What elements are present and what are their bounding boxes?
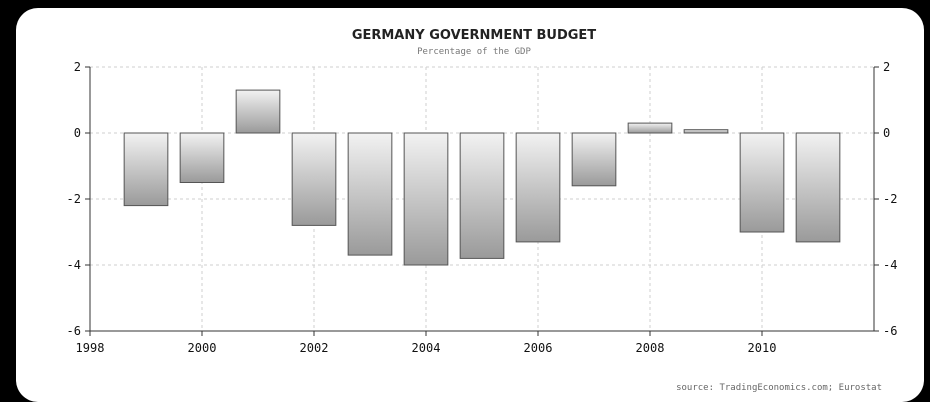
x-tick-label: 2006 [524,341,553,355]
y-tick-label-left: 2 [74,60,81,74]
x-tick-label: 2004 [412,341,441,355]
x-tick-label: 2010 [748,341,777,355]
y-tick-label-right: -6 [883,324,897,338]
bar-2004 [403,132,449,266]
source-note: source: TradingEconomics.com; Eurostat [676,383,882,393]
axes [85,66,879,336]
y-tick-label-right: 0 [883,126,890,140]
x-tick-label: 2000 [188,341,217,355]
y-tick-label-left: 0 [74,126,81,140]
y-tick-label-left: -2 [67,192,81,206]
y-tick-label-right: -2 [883,192,897,206]
y-tick-label-right: 2 [883,60,890,74]
y-tick-label-left: -6 [67,324,81,338]
bar-2000 [179,132,225,183]
x-tick-label: 2002 [300,341,329,355]
chart-title: GERMANY GOVERNMENT BUDGET [352,28,596,43]
bar-1999 [123,132,169,207]
y-tick-label-left: -4 [67,258,81,272]
x-tick-label: 2008 [636,341,665,355]
budget-bar-chart: GERMANY GOVERNMENT BUDGET Percentage of … [67,28,898,393]
bar-2008 [627,122,673,134]
bar-2002 [291,132,337,226]
bar-2003 [347,132,393,256]
bar-2007 [571,132,617,187]
bar-2005 [459,132,505,259]
bar-2001 [235,89,281,134]
chart-subtitle: Percentage of the GDP [417,47,531,57]
bar-2006 [515,132,561,243]
bars [123,89,841,266]
bar-2009 [683,129,729,134]
chart-card: GERMANY GOVERNMENT BUDGET Percentage of … [16,8,924,402]
x-tick-label: 1998 [76,341,105,355]
tick-labels: 2 2 0 0 -2 -2 -4 -4 -6 -6 1998 2000 2002 2004 2006 2008… [67,60,898,355]
y-tick-label-right: -4 [883,258,897,272]
bar-2011 [795,132,841,243]
bar-2010 [739,132,785,233]
